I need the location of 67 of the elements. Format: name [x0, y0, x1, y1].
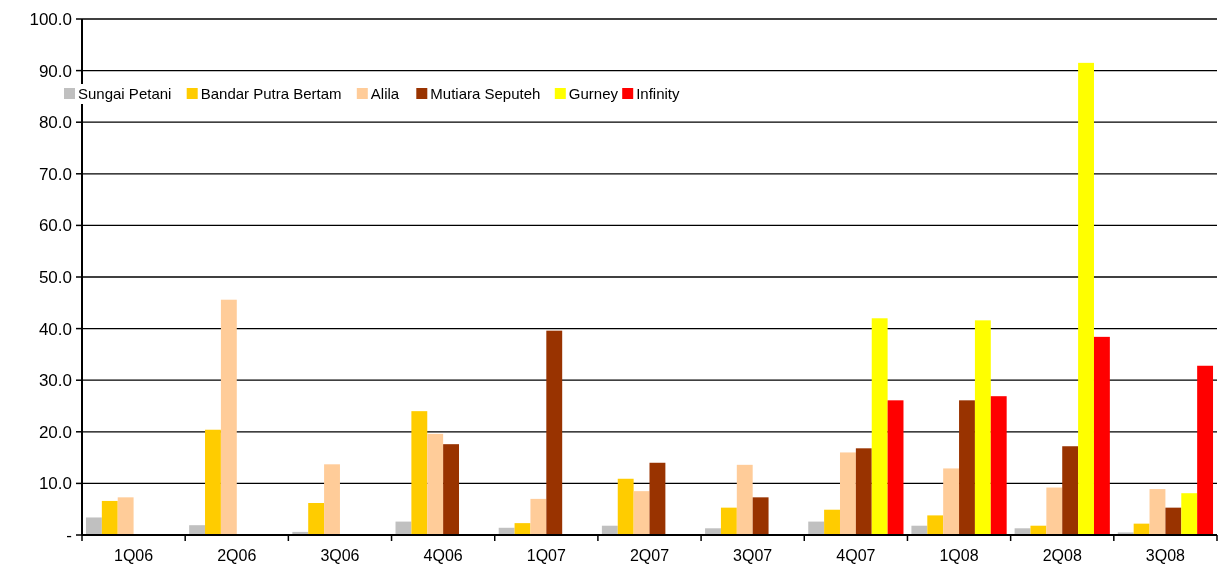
bar: [824, 509, 840, 535]
bar: [101, 500, 118, 535]
x-tick-label: 4Q07: [836, 547, 876, 564]
bar: [530, 498, 547, 535]
x-tick-label: 2Q06: [217, 547, 257, 564]
bar: [705, 528, 721, 535]
bar: [85, 517, 102, 535]
legend-label: Sungai Petani: [78, 85, 172, 103]
bar: [720, 507, 737, 535]
bar: [990, 396, 1007, 535]
bar: [927, 515, 944, 535]
bar: [943, 468, 960, 535]
bar: [427, 433, 444, 535]
bar: [1093, 336, 1110, 535]
y-tick-label: 10.0: [38, 474, 72, 494]
y-tick-label: 90.0: [38, 61, 72, 81]
legend-label: Bandar Putra Bertam: [200, 85, 342, 103]
bar: [1197, 365, 1214, 535]
bar: [617, 478, 634, 535]
bar: [220, 299, 237, 535]
x-tick-label: 3Q07: [733, 547, 773, 564]
x-tick-label: 3Q06: [320, 547, 360, 564]
x-tick-label: 1Q07: [526, 547, 566, 564]
bar: [839, 452, 856, 535]
bar: [974, 320, 991, 535]
legend-label: Gurney: [568, 85, 619, 103]
bar: [411, 411, 428, 535]
bar: [324, 464, 340, 535]
y-tick-label: 60.0: [38, 216, 72, 236]
bar: [205, 429, 221, 535]
bar: [1181, 493, 1198, 535]
bar: [1062, 446, 1079, 535]
bar: [308, 503, 325, 535]
y-tick-label: -: [66, 525, 72, 545]
legend-label: Alila: [370, 85, 400, 103]
y-tick-label: 20.0: [38, 422, 72, 442]
bar: [649, 462, 666, 535]
y-tick-label: 70.0: [38, 164, 72, 184]
bar: [752, 497, 769, 535]
bar: [736, 464, 753, 535]
x-tick-label: 4Q06: [423, 547, 463, 564]
legend-label: Mutiara Seputeh: [430, 85, 541, 103]
bar: [855, 448, 872, 535]
bar: [546, 330, 563, 535]
bar: [1149, 489, 1166, 535]
y-tick-label: 40.0: [38, 319, 72, 339]
bar: [1046, 487, 1063, 535]
bar: [887, 400, 904, 535]
bar: [1078, 62, 1094, 535]
bar: [443, 444, 460, 535]
bar: [808, 521, 825, 535]
x-tick-label: 3Q08: [1145, 547, 1186, 564]
bar: [871, 318, 888, 535]
bar: [633, 491, 650, 535]
y-tick-label: 80.0: [38, 113, 72, 133]
bar: [959, 400, 975, 535]
y-tick-label: 100.0: [29, 9, 72, 29]
bar: [189, 525, 206, 535]
x-tick-label: 2Q07: [629, 547, 670, 564]
y-tick-label: 50.0: [38, 267, 72, 287]
bar: [1165, 507, 1182, 535]
x-tick-label: 1Q08: [939, 547, 979, 564]
x-tick-label: 1Q06: [114, 547, 154, 564]
bar: [117, 497, 134, 535]
y-tick-label: 30.0: [38, 371, 72, 391]
legend-label: Infinity: [636, 85, 681, 103]
x-tick-label: 2Q08: [1042, 547, 1082, 564]
